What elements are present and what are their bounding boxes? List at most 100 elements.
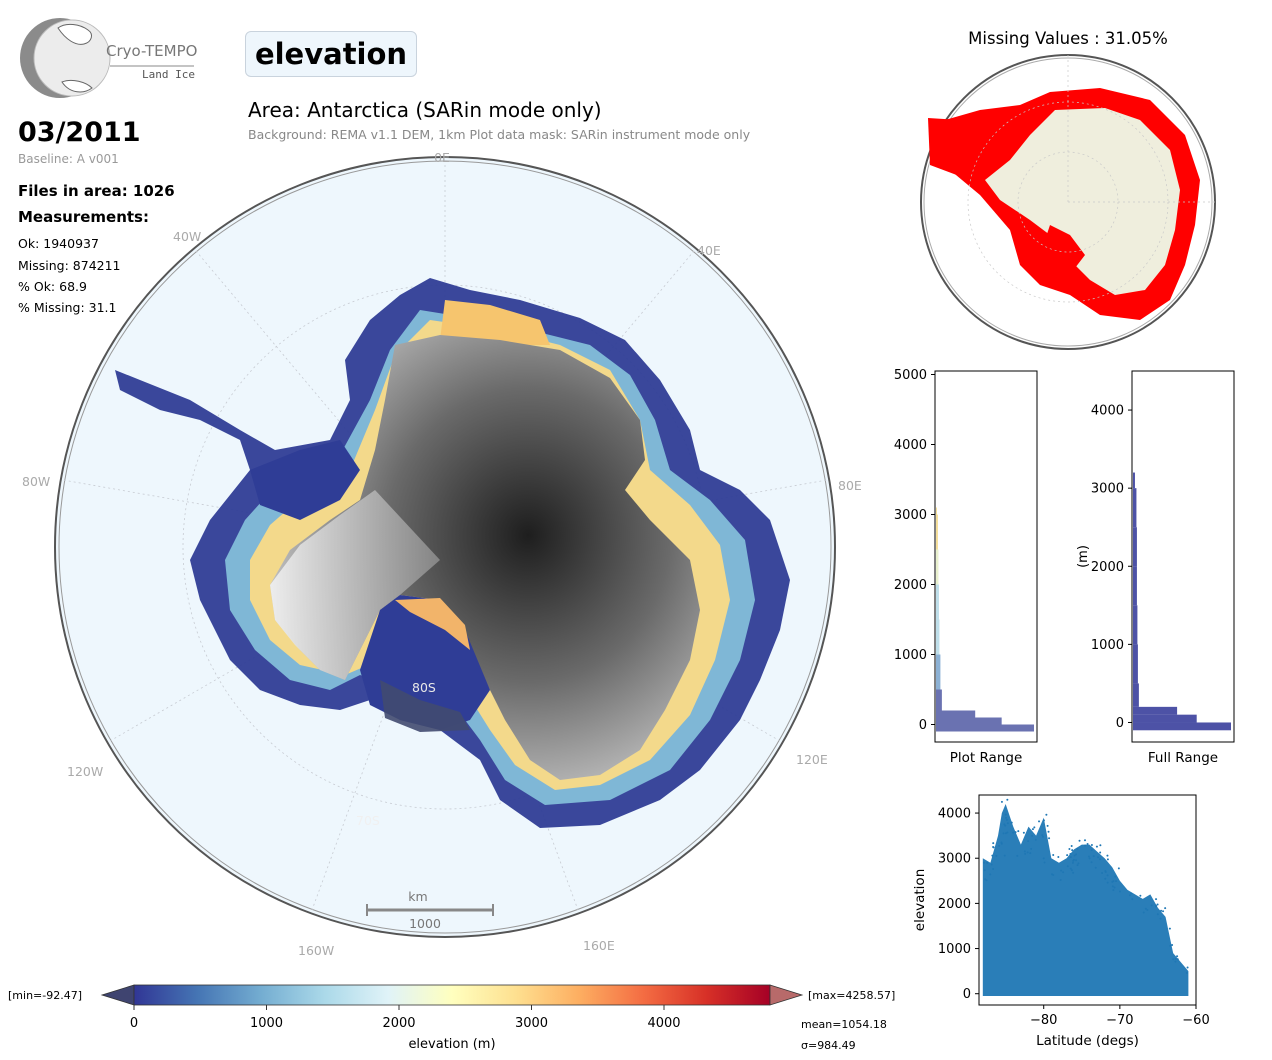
scatter-point — [1002, 832, 1005, 835]
scatter-point — [1068, 847, 1071, 850]
scatter-point — [1010, 821, 1013, 824]
histogram-bar — [1133, 714, 1197, 723]
scatter-point — [1106, 881, 1109, 884]
scatter-point — [1106, 874, 1109, 877]
scatter-point — [1077, 862, 1080, 865]
histogram-tick-label: 2000 — [894, 578, 927, 593]
scatter-point — [983, 869, 986, 872]
measurements-missing: Missing: 874211 — [18, 258, 121, 273]
logo-title: Cryo-TEMPO — [106, 42, 198, 60]
colorbar-mean-label: mean=1054.18 — [801, 1018, 887, 1031]
scale-bar-unit: km — [408, 889, 427, 904]
histogram-bar — [936, 710, 976, 718]
inset-land — [985, 108, 1180, 295]
histogram-tick-label: 5000 — [894, 368, 927, 383]
scatter-point — [1023, 850, 1026, 853]
histogram-bar — [936, 584, 939, 620]
scatter-point — [1113, 886, 1116, 889]
scatter-point — [995, 854, 998, 857]
scatter-point — [1164, 907, 1167, 910]
histogram-bar — [1133, 644, 1138, 684]
scatter-point — [1174, 957, 1177, 960]
scatter-ytick-label: 3000 — [938, 852, 971, 867]
scatter-ytick-label: 0 — [963, 987, 971, 1002]
scatter-point — [1146, 908, 1149, 911]
scatter-point — [1086, 843, 1089, 846]
scatter-point — [1111, 880, 1114, 883]
scatter-ytick-label: 4000 — [938, 807, 971, 822]
latitude-elevation-scatter: −80 −70 −60 0 1000 2000 3000 4000 Latitude (degs… — [912, 794, 1210, 1049]
histogram-bar — [936, 654, 941, 690]
scatter-point — [992, 845, 995, 848]
scatter-point — [1099, 858, 1102, 861]
scatter-point — [1160, 909, 1163, 912]
scatter-point — [1006, 798, 1009, 801]
scatter-ylabel: elevation — [912, 869, 928, 931]
scatter-point — [1111, 885, 1114, 888]
scatter-point — [1142, 911, 1145, 914]
scatter-point — [1031, 834, 1034, 837]
scatter-point — [1041, 834, 1044, 837]
scatter-point — [1031, 828, 1034, 831]
scatter-point — [1066, 854, 1069, 857]
logo-graphic — [20, 18, 194, 98]
scatter-point — [1095, 845, 1098, 848]
scatter-point — [1150, 904, 1153, 907]
lon-label-40e: 40E — [697, 243, 721, 258]
scatter-point — [1045, 813, 1048, 816]
colorbar-min-label: [min=-92.47] — [8, 989, 82, 1002]
histogram-tick-label: 3000 — [894, 508, 927, 523]
scatter-point — [1005, 816, 1008, 819]
scatter-point — [992, 842, 995, 845]
histogram-frame — [1131, 370, 1235, 743]
lon-label-40w: 40W — [173, 229, 201, 244]
missing-values-inset: Missing Values : 31.05% — [920, 29, 1216, 350]
histogram-xlabel: Plot Range — [950, 750, 1023, 766]
lon-label-160e: 160E — [583, 938, 615, 953]
scatter-point — [1104, 877, 1107, 880]
scatter-point — [1069, 853, 1072, 856]
colorbar-tick-label: 2000 — [382, 1016, 415, 1031]
scatter-point — [1075, 859, 1078, 862]
histogram-tick-label: 4000 — [1091, 404, 1124, 419]
measurements-ok: Ok: 1940937 — [18, 236, 99, 251]
scatter-point — [1042, 857, 1045, 860]
lon-label-120e: 120E — [796, 752, 828, 767]
ross-edge-band — [395, 598, 470, 650]
scatter-point — [984, 878, 987, 881]
scatter-point — [1057, 856, 1060, 859]
scatter-point — [1052, 874, 1055, 877]
scatter-point — [991, 854, 994, 857]
scatter-point — [1112, 889, 1115, 892]
scatter-point — [1099, 844, 1102, 847]
histogram-tick-label: 4000 — [894, 438, 927, 453]
colorbar-max-label: [max=4258.57] — [808, 989, 895, 1002]
scatter-point — [1155, 905, 1158, 908]
scatter-point — [1097, 856, 1100, 859]
scatter-point — [1071, 849, 1074, 852]
scatter-point — [1029, 852, 1032, 855]
scatter-point — [1083, 839, 1086, 842]
scatter-point — [1104, 871, 1107, 874]
histogram-bar — [1133, 605, 1138, 645]
scatter-point — [1090, 861, 1093, 864]
scatter-point — [1072, 858, 1075, 861]
lon-label-80w: 80W — [22, 474, 50, 489]
scatter-point — [1144, 907, 1147, 910]
scatter-point — [1131, 898, 1134, 901]
scatter-point — [1072, 871, 1075, 874]
scatter-point — [1176, 955, 1179, 958]
scatter-point — [1026, 851, 1029, 854]
scatter-point — [1017, 830, 1020, 833]
scatter-point — [1024, 852, 1027, 855]
map-background-note: Background: REMA v1.1 DEM, 1km Plot data… — [248, 127, 751, 142]
scatter-point — [1171, 944, 1174, 947]
scatter-point — [1155, 898, 1158, 901]
measurements-pct-ok: % Ok: 68.9 — [18, 279, 87, 294]
scatter-point — [1176, 958, 1179, 961]
scatter-plot-area: −80 −70 −60 0 1000 2000 3000 4000 Latitude (degs… — [912, 794, 1210, 1049]
variable-title: elevation — [245, 31, 417, 77]
measurements-pct-missing: % Missing: 31.1 — [18, 300, 117, 315]
scatter-point — [1069, 867, 1072, 870]
histogram-bar — [936, 717, 1002, 725]
